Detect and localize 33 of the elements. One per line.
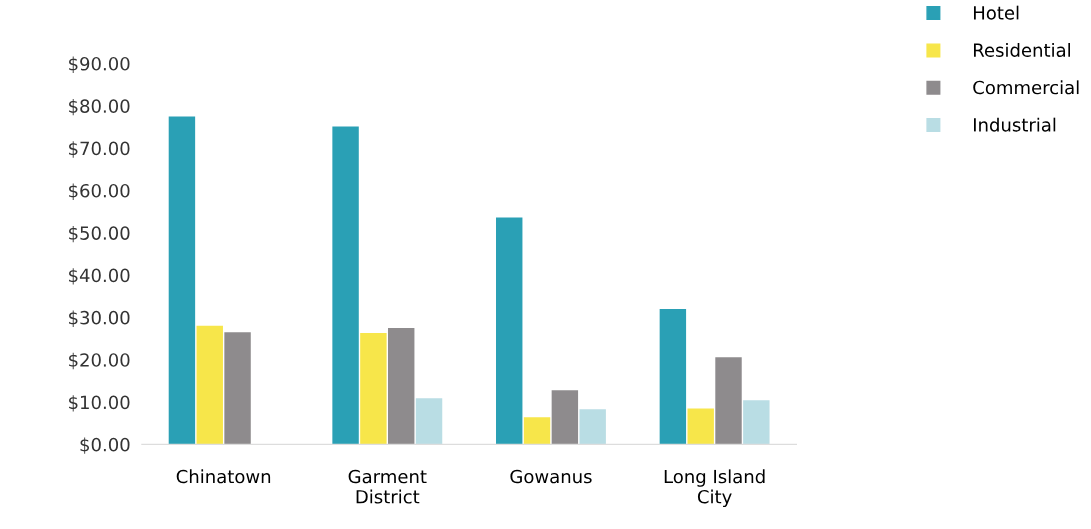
y-tick-label: $80.00 [69,98,130,116]
bar [332,126,359,445]
y-tick-label: $20.00 [69,352,130,370]
bar [196,325,223,445]
bar [579,409,606,445]
bar [388,327,415,445]
legend-label: Residential [974,43,1070,57]
bar [360,333,387,445]
bar [496,217,523,445]
y-tick-label: $70.00 [69,141,130,158]
y-tick-label: $30.00 [69,310,130,327]
legend-label: Industrial [974,117,1056,132]
x-tick-label: Garment District [348,469,427,504]
y-tick-label: $0.00 [80,437,130,454]
bar [659,308,687,445]
y-tick-label: $90.00 [69,56,130,73]
y-tick-label: $60.00 [69,183,130,200]
legend-label: Commercial [973,80,1079,95]
y-tick-label: $50.00 [69,225,130,243]
x-tick-label: Long Island City [664,469,765,508]
y-tick-label: $10.00 [69,395,130,412]
bar [551,390,579,445]
bar [715,357,742,445]
bar [168,116,196,445]
bar [523,417,551,445]
x-tick-label: Gowanus [510,469,592,484]
bar [224,332,251,445]
y-tick-label: $40.00 [69,268,130,285]
legend-label: Hotel [974,5,1019,20]
x-tick-label: Chinatown [176,469,271,484]
bar [743,400,770,445]
bar [415,398,443,445]
bar [687,408,714,445]
